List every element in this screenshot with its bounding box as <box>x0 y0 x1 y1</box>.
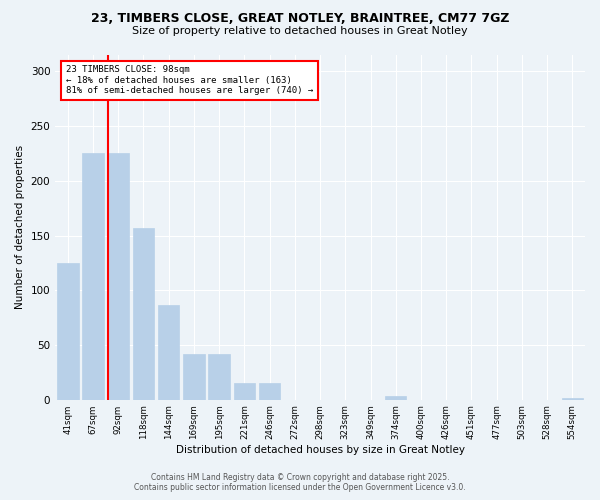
X-axis label: Distribution of detached houses by size in Great Notley: Distribution of detached houses by size … <box>176 445 464 455</box>
Bar <box>158 304 179 400</box>
Text: 23 TIMBERS CLOSE: 98sqm
← 18% of detached houses are smaller (163)
81% of semi-d: 23 TIMBERS CLOSE: 98sqm ← 18% of detache… <box>66 66 313 95</box>
Bar <box>259 384 280 400</box>
Bar <box>562 398 583 400</box>
Bar <box>183 354 205 400</box>
Bar <box>233 384 255 400</box>
Text: 23, TIMBERS CLOSE, GREAT NOTLEY, BRAINTREE, CM77 7GZ: 23, TIMBERS CLOSE, GREAT NOTLEY, BRAINTR… <box>91 12 509 26</box>
Y-axis label: Number of detached properties: Number of detached properties <box>15 146 25 310</box>
Bar <box>133 228 154 400</box>
Text: Contains HM Land Registry data © Crown copyright and database right 2025.
Contai: Contains HM Land Registry data © Crown c… <box>134 473 466 492</box>
Bar <box>107 154 129 400</box>
Bar <box>208 354 230 400</box>
Text: Size of property relative to detached houses in Great Notley: Size of property relative to detached ho… <box>132 26 468 36</box>
Bar <box>82 154 104 400</box>
Bar <box>385 396 406 400</box>
Bar <box>57 263 79 400</box>
